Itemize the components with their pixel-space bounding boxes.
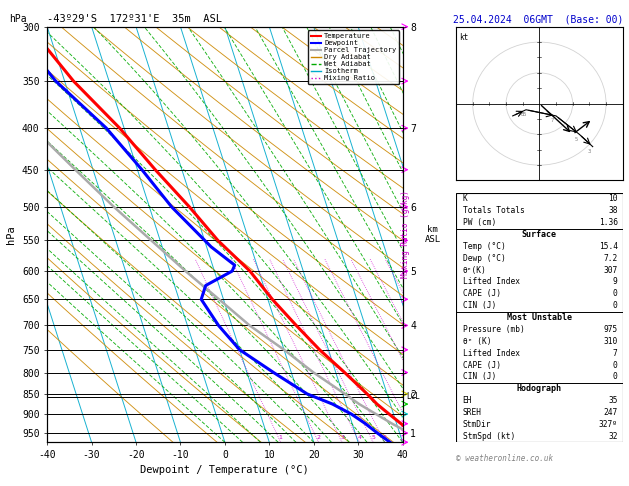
Text: Lifted Index: Lifted Index [463, 349, 520, 358]
Text: 25.04.2024  06GMT  (Base: 00): 25.04.2024 06GMT (Base: 00) [453, 14, 623, 24]
Text: K: K [463, 194, 467, 203]
Text: 0: 0 [613, 289, 618, 298]
Text: 85: 85 [521, 112, 528, 117]
Text: 0: 0 [613, 361, 618, 369]
Text: 1: 1 [279, 435, 282, 440]
Text: -43º29'S  172º31'E  35m  ASL: -43º29'S 172º31'E 35m ASL [47, 14, 222, 24]
Text: StmDir: StmDir [463, 420, 491, 429]
Text: kt: kt [459, 33, 469, 42]
Text: LCL: LCL [406, 392, 420, 401]
Text: 3: 3 [340, 435, 344, 440]
Text: Dewp (°C): Dewp (°C) [463, 254, 506, 263]
Text: 38: 38 [608, 206, 618, 215]
Text: 2: 2 [316, 435, 321, 440]
Text: Pressure (mb): Pressure (mb) [463, 325, 525, 334]
Text: 327º: 327º [599, 420, 618, 429]
Text: 15.4: 15.4 [599, 242, 618, 251]
Text: 0: 0 [613, 301, 618, 310]
Y-axis label: hPa: hPa [6, 225, 16, 244]
Text: θᵉ (K): θᵉ (K) [463, 337, 491, 346]
Text: 10: 10 [608, 194, 618, 203]
Text: StmSpd (kt): StmSpd (kt) [463, 432, 515, 441]
Text: Hodograph: Hodograph [517, 384, 562, 393]
Text: 6: 6 [382, 435, 386, 440]
X-axis label: Dewpoint / Temperature (°C): Dewpoint / Temperature (°C) [140, 466, 309, 475]
Y-axis label: km
ASL: km ASL [425, 225, 441, 244]
Text: hPa: hPa [9, 14, 27, 24]
Text: 310: 310 [603, 337, 618, 346]
Text: Totals Totals: Totals Totals [463, 206, 525, 215]
Text: CIN (J): CIN (J) [463, 372, 496, 382]
Text: EH: EH [463, 396, 472, 405]
Text: Most Unstable: Most Unstable [507, 313, 572, 322]
Text: 307: 307 [603, 266, 618, 275]
Text: 0: 0 [613, 372, 618, 382]
Text: SREH: SREH [463, 408, 482, 417]
Text: 1.36: 1.36 [599, 218, 618, 227]
Text: 3: 3 [587, 149, 591, 154]
Text: 7: 7 [551, 118, 554, 123]
Text: © weatheronline.co.uk: © weatheronline.co.uk [456, 454, 553, 464]
Text: 9: 9 [613, 278, 618, 286]
Text: PW (cm): PW (cm) [463, 218, 496, 227]
Text: 7: 7 [613, 349, 618, 358]
Text: 4: 4 [357, 435, 361, 440]
Text: 7.2: 7.2 [603, 254, 618, 263]
Text: 35: 35 [608, 396, 618, 405]
Text: 247: 247 [603, 408, 618, 417]
Text: CIN (J): CIN (J) [463, 301, 496, 310]
Text: CAPE (J): CAPE (J) [463, 289, 501, 298]
Text: Surface: Surface [522, 230, 557, 239]
Text: 5: 5 [371, 435, 375, 440]
Text: 975: 975 [603, 325, 618, 334]
Text: Mixing Ratio (g/kg): Mixing Ratio (g/kg) [401, 191, 410, 278]
Text: 32: 32 [608, 432, 618, 441]
Text: 5: 5 [574, 137, 577, 141]
Legend: Temperature, Dewpoint, Parcel Trajectory, Dry Adiabat, Wet Adiabat, Isotherm, Mi: Temperature, Dewpoint, Parcel Trajectory… [308, 30, 399, 84]
Text: CAPE (J): CAPE (J) [463, 361, 501, 369]
Text: Lifted Index: Lifted Index [463, 278, 520, 286]
Text: θᵉ(K): θᵉ(K) [463, 266, 486, 275]
Text: Temp (°C): Temp (°C) [463, 242, 506, 251]
